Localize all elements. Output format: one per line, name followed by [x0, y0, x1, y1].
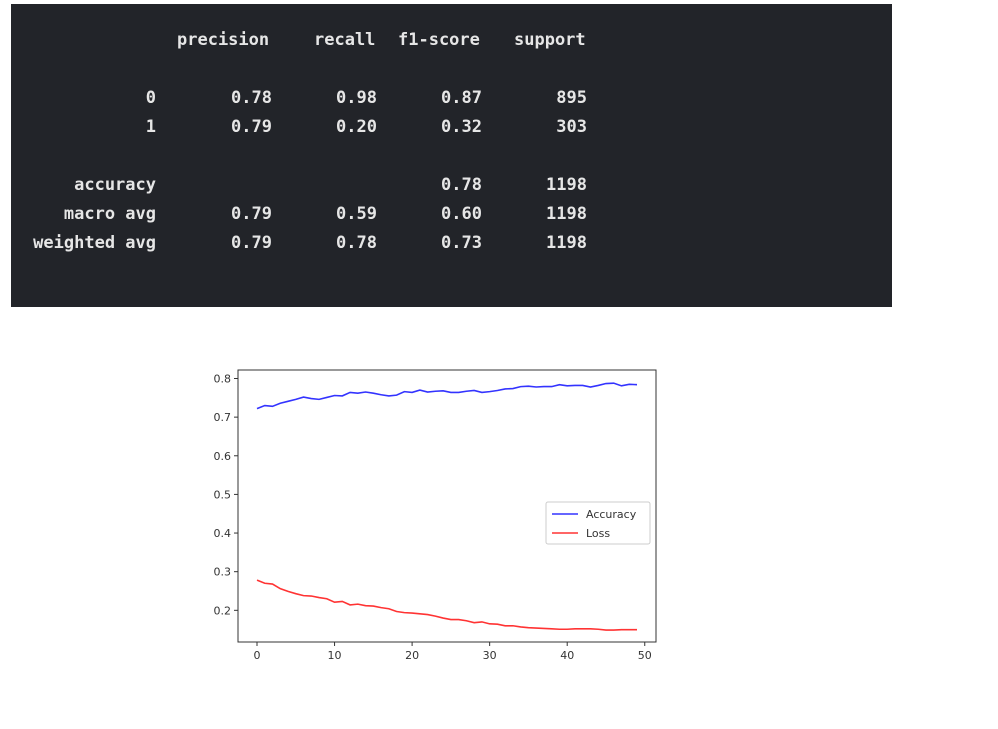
y-tick-label: 0.4: [214, 527, 232, 540]
cell-support: 895: [556, 88, 587, 108]
cell-f1-score: 0.32: [441, 117, 482, 137]
cell-recall: 0.59: [336, 204, 377, 224]
row-label: accuracy: [74, 175, 156, 195]
row-label: macro avg: [63, 204, 156, 224]
y-tick-label: 0.2: [214, 604, 232, 617]
cell-precision: 0.79: [231, 204, 272, 224]
row-label: 1: [145, 117, 156, 137]
series-line-loss: [256, 579, 637, 631]
header-precision: precision: [177, 30, 270, 50]
header-recall: recall: [314, 30, 376, 50]
cell-recall: 0.20: [336, 117, 377, 137]
legend-label-loss: Loss: [586, 527, 610, 540]
row-label: weighted avg: [33, 233, 156, 253]
accuracy-loss-chart: 0.2 0.3 0.4 0.5 0.6 0.7 0.8 0 10 20 30 40 50 Accuracy…: [214, 369, 657, 662]
series-line-accuracy: [256, 382, 638, 410]
x-tick-label: 10: [328, 649, 342, 662]
y-tick-label: 0.6: [214, 450, 232, 463]
legend-label-accuracy: Accuracy: [586, 508, 637, 521]
x-tick-label: 0: [254, 649, 261, 662]
cell-support: 1198: [546, 233, 587, 253]
y-tick-label: 0.8: [214, 373, 232, 386]
x-tick-label: 40: [560, 649, 574, 662]
cell-f1-score: 0.78: [441, 175, 482, 195]
x-tick-label: 50: [638, 649, 652, 662]
y-tick-label: 0.3: [214, 566, 232, 579]
header-support: support: [514, 30, 586, 50]
cell-support: 1198: [546, 204, 587, 224]
cell-precision: 0.78: [231, 88, 272, 108]
cell-precision: 0.79: [231, 117, 272, 137]
x-tick-label: 20: [405, 649, 419, 662]
cell-precision: 0.79: [231, 233, 272, 253]
header-f1-score: f1-score: [398, 30, 480, 50]
cell-f1-score: 0.87: [441, 88, 482, 108]
x-tick-label: 30: [483, 649, 497, 662]
cell-recall: 0.98: [336, 88, 377, 108]
y-tick-label: 0.7: [214, 411, 232, 424]
cell-support: 303: [556, 117, 587, 137]
row-label: 0: [145, 88, 156, 108]
cell-f1-score: 0.73: [441, 233, 482, 253]
cell-support: 1198: [546, 175, 587, 195]
y-tick-label: 0.5: [214, 488, 232, 501]
cell-f1-score: 0.60: [441, 204, 482, 224]
cell-recall: 0.78: [336, 233, 377, 253]
classification-report: precision recall f1-score support 0 0.78…: [11, 4, 892, 307]
